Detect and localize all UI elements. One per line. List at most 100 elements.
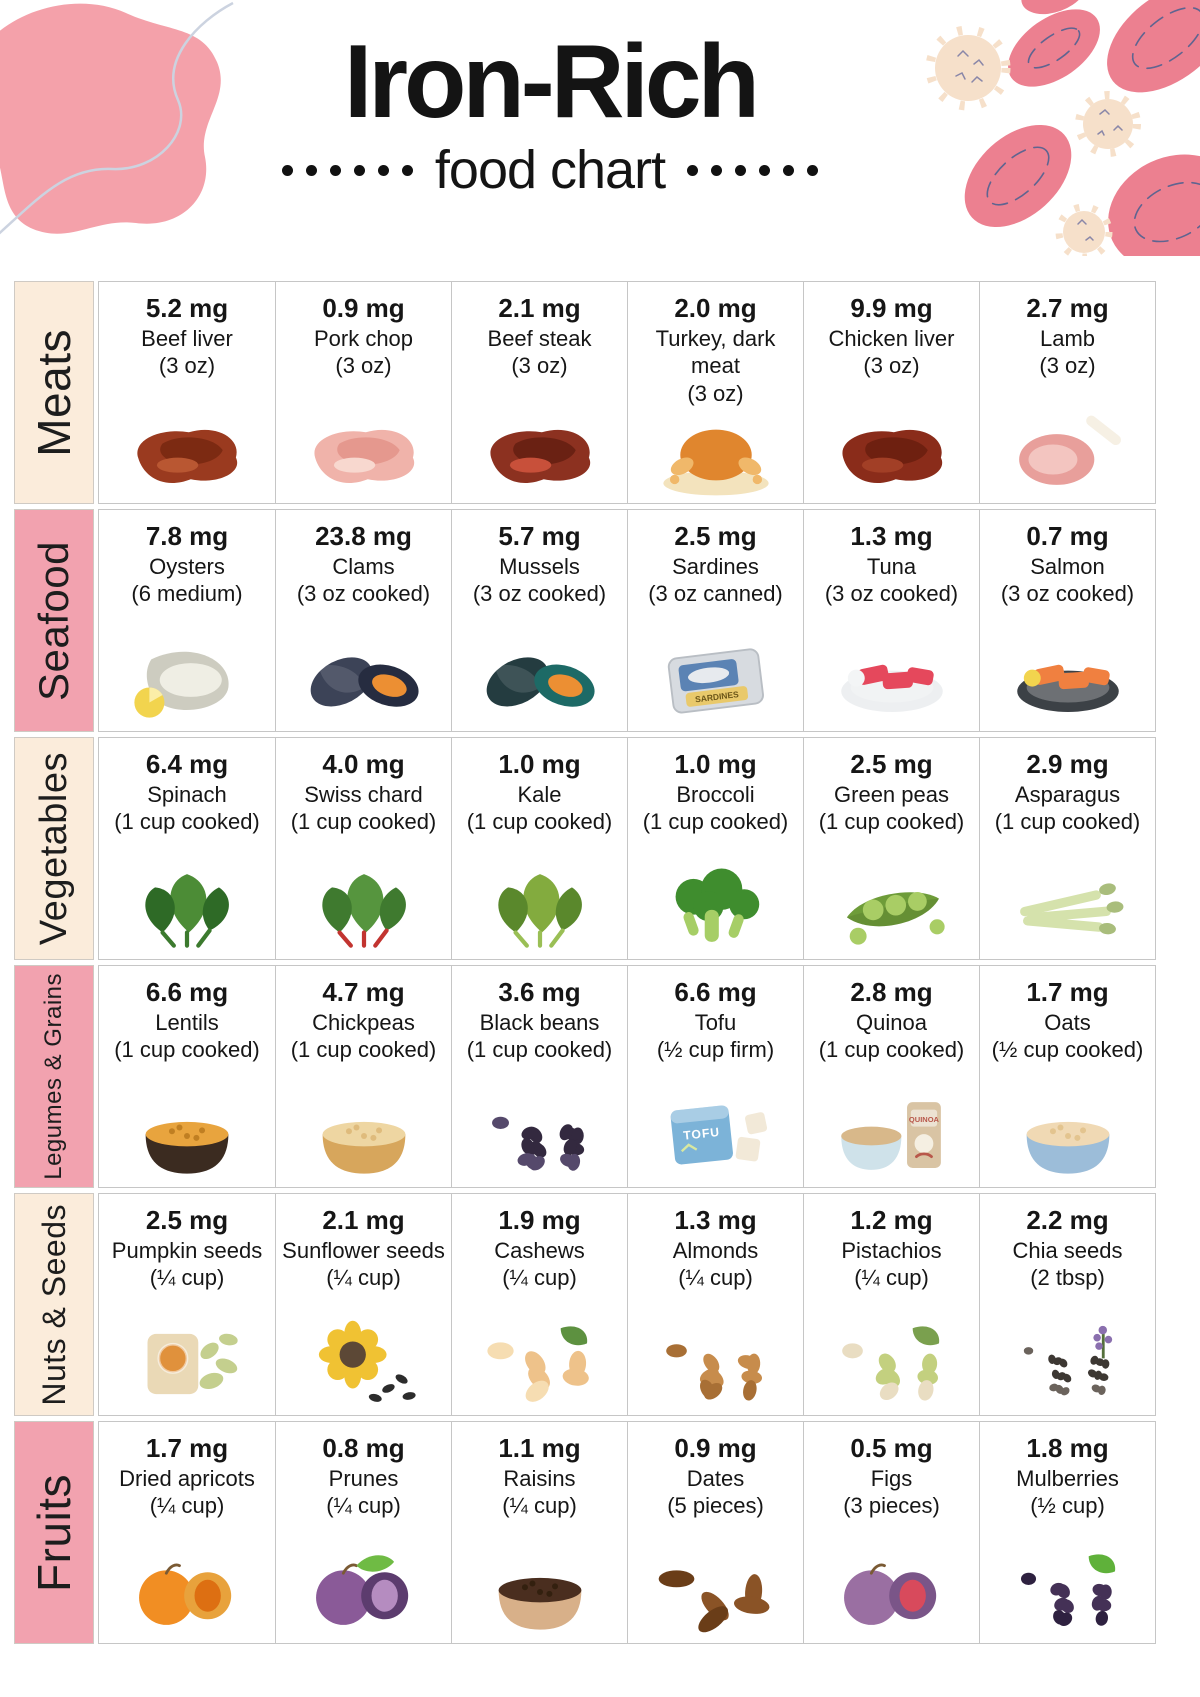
food-label: Mussels (3 oz cooked) <box>473 553 606 609</box>
lamb-icon <box>994 405 1142 499</box>
food-name: Dates <box>686 1465 745 1491</box>
svg-text:QUINOA: QUINOA <box>908 1115 939 1124</box>
beef-liver-icon <box>113 405 261 499</box>
food-serving: (½ cup cooked) <box>991 1037 1144 1063</box>
food-serving: (¼ cup) <box>854 1265 929 1291</box>
food-name: Chicken liver <box>828 325 955 351</box>
iron-amount: 3.6 mg <box>498 977 581 1007</box>
category-label-text: Nuts & Seeds <box>35 1203 72 1406</box>
food-label: Cashews (¼ cup) <box>494 1237 584 1293</box>
oats-icon <box>994 1089 1142 1183</box>
pistachios-icon <box>818 1317 966 1411</box>
food-cell-figs: 0.5 mg Figs (3 pieces) <box>803 1422 979 1643</box>
food-serving: (1 cup cooked) <box>114 1037 260 1063</box>
food-label: Oysters (6 medium) <box>131 553 242 609</box>
food-label: Sardines (3 oz canned) <box>648 553 783 609</box>
food-row-legumes-grains: 6.6 mg Lentils (1 cup cooked) 4.7 mg Chi… <box>98 965 1156 1188</box>
iron-amount: 9.9 mg <box>850 293 933 323</box>
food-cell-beef-steak: 2.1 mg Beef steak (3 oz) <box>451 282 627 503</box>
beef-steak-icon <box>466 405 614 499</box>
food-cell-quinoa: 2.8 mg Quinoa (1 cup cooked) QUINOA <box>803 966 979 1187</box>
oysters-icon <box>113 633 261 727</box>
food-name: Sardines <box>672 553 759 579</box>
iron-amount: 0.8 mg <box>322 1433 405 1463</box>
food-row-seafood: 7.8 mg Oysters (6 medium) 23.8 mg Clams … <box>98 509 1156 732</box>
category-label-text: Meats <box>28 328 80 457</box>
food-label: Chickpeas (1 cup cooked) <box>291 1009 437 1065</box>
food-serving: (¼ cup) <box>326 1493 401 1519</box>
iron-amount: 1.7 mg <box>145 1433 229 1463</box>
green-peas-icon <box>818 861 966 955</box>
lentils-icon <box>113 1089 261 1183</box>
food-name: Pork chop <box>313 325 414 351</box>
raisins-icon <box>466 1545 614 1639</box>
dots-right-decoration <box>687 164 819 176</box>
food-name: Asparagus <box>1014 781 1121 807</box>
swiss-chard-icon <box>290 861 438 955</box>
food-name: Pistachios <box>841 1237 942 1263</box>
prunes-icon <box>290 1545 438 1639</box>
food-name: Spinach <box>147 781 227 807</box>
food-cell-chia-seeds: 2.2 mg Chia seeds (2 tbsp) <box>979 1194 1155 1415</box>
iron-amount: 4.7 mg <box>322 977 405 1007</box>
food-label: Mulberries (½ cup) <box>1016 1465 1119 1521</box>
food-serving: (¼ cup) <box>678 1265 753 1291</box>
food-name: Prunes <box>328 1465 399 1491</box>
food-serving: (3 oz) <box>335 353 392 379</box>
sunflower-seeds-icon <box>290 1317 438 1411</box>
food-label: Spinach (1 cup cooked) <box>114 781 260 837</box>
food-serving: (5 pieces) <box>667 1493 764 1519</box>
food-cell-almonds: 1.3 mg Almonds (¼ cup) <box>627 1194 803 1415</box>
iron-amount: 4.0 mg <box>322 749 405 779</box>
food-cell-tofu: 6.6 mg Tofu (½ cup firm) TOFU <box>627 966 803 1187</box>
food-cell-tuna: 1.3 mg Tuna (3 oz cooked) <box>803 510 979 731</box>
food-label: Beef steak (3 oz) <box>488 325 592 381</box>
food-label: Almonds (¼ cup) <box>673 1237 759 1293</box>
food-cell-oysters: 7.8 mg Oysters (6 medium) <box>99 510 275 731</box>
iron-amount: 2.5 mg <box>850 749 933 779</box>
food-name: Chickpeas <box>312 1009 415 1035</box>
food-serving: (1 cup cooked) <box>818 809 965 835</box>
pork-chop-icon <box>290 405 438 499</box>
category-label-text: Legumes & Grains <box>40 973 67 1180</box>
food-serving: (3 oz cooked) <box>824 581 959 607</box>
food-cell-cashews: 1.9 mg Cashews (¼ cup) <box>451 1194 627 1415</box>
food-serving: (3 oz cooked) <box>472 581 607 607</box>
food-serving: (2 tbsp) <box>1030 1265 1105 1291</box>
broccoli-icon <box>642 861 790 955</box>
food-row-vegetables: 6.4 mg Spinach (1 cup cooked) 4.0 mg Swi… <box>98 737 1156 960</box>
food-cell-oats: 1.7 mg Oats (½ cup cooked) <box>979 966 1155 1187</box>
food-cell-pistachios: 1.2 mg Pistachios (¼ cup) <box>803 1194 979 1415</box>
kale-icon <box>466 861 614 955</box>
food-label: Black beans (1 cup cooked) <box>467 1009 613 1065</box>
cashews-icon <box>466 1317 614 1411</box>
food-name: Almonds <box>672 1237 759 1263</box>
food-label: Prunes (¼ cup) <box>326 1465 401 1521</box>
food-label: Chia seeds (2 tbsp) <box>1012 1237 1122 1293</box>
food-name: Black beans <box>479 1009 600 1035</box>
food-cell-lamb: 2.7 mg Lamb (3 oz) <box>979 282 1155 503</box>
food-label: Asparagus (1 cup cooked) <box>995 781 1141 837</box>
food-serving: (3 pieces) <box>843 1493 940 1519</box>
food-label: Green peas (1 cup cooked) <box>819 781 965 837</box>
food-cell-swiss-chard: 4.0 mg Swiss chard (1 cup cooked) <box>275 738 451 959</box>
food-name: Salmon <box>1030 553 1105 579</box>
iron-amount: 1.3 mg <box>674 1205 757 1235</box>
category-label-meats: Meats <box>14 281 94 504</box>
food-label: Lamb (3 oz) <box>1039 325 1095 381</box>
tofu-icon: TOFU <box>642 1089 790 1183</box>
food-cell-black-beans: 3.6 mg Black beans (1 cup cooked) <box>451 966 627 1187</box>
iron-amount: 0.7 mg <box>1026 521 1109 551</box>
food-label: Quinoa (1 cup cooked) <box>819 1009 965 1065</box>
food-label: Swiss chard (1 cup cooked) <box>291 781 437 837</box>
food-name: Beef liver <box>141 325 233 351</box>
food-cell-sardines: 2.5 mg Sardines (3 oz canned) SARDINES <box>627 510 803 731</box>
food-name: Tuna <box>866 553 917 579</box>
mussels-icon <box>466 633 614 727</box>
iron-amount: 23.8 mg <box>315 521 412 551</box>
food-cell-raisins: 1.1 mg Raisins (¼ cup) <box>451 1422 627 1643</box>
category-label-text: Seafood <box>30 540 77 701</box>
iron-amount: 1.3 mg <box>850 521 933 551</box>
food-name: Beef steak <box>487 325 592 351</box>
food-serving: (1 cup cooked) <box>466 809 613 835</box>
